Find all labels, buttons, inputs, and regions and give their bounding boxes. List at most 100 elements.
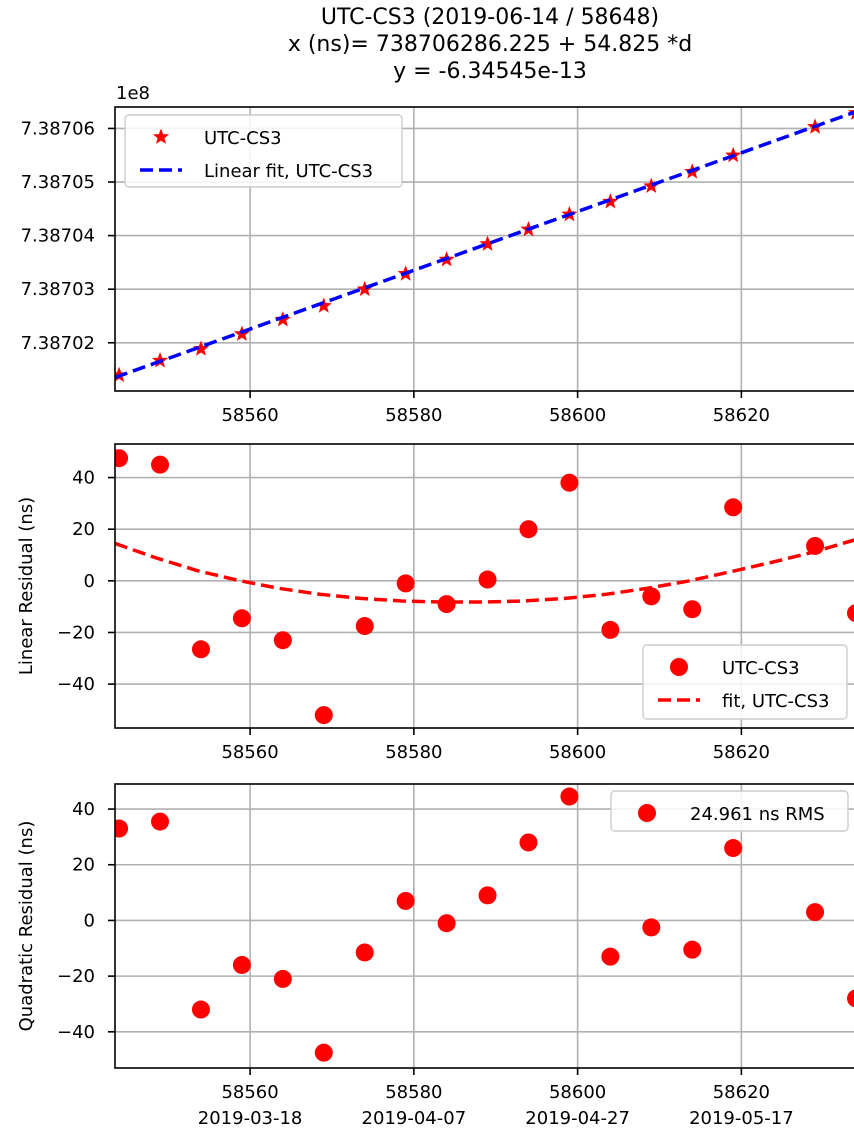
plot-area	[115, 449, 854, 725]
data-point	[314, 1043, 333, 1062]
data-point	[396, 891, 415, 910]
x-tick-label: 58600	[549, 405, 606, 426]
chart-panel-linear-residual: 58560 58580 58600 58620 −40 −20 0 20 40 Linear Re…	[16, 443, 854, 763]
y-tick-label: 7.38703	[21, 279, 95, 300]
y-tick-label: 7.38704	[21, 226, 95, 247]
y-axis-title: Linear Residual (ns)	[16, 497, 37, 675]
x-tick-label: 58580	[385, 405, 442, 426]
y-tick-label: 40	[72, 799, 95, 820]
data-point	[560, 787, 579, 806]
y-tick-label: 7.38705	[21, 172, 95, 193]
x-tick-label: 58600	[549, 1082, 606, 1103]
y-tick-label: 0	[84, 571, 95, 592]
y-tick-label: −40	[57, 1022, 95, 1043]
axes-frame	[114, 783, 854, 1069]
x-tick-label: 58560	[221, 405, 278, 426]
legend-box	[642, 644, 848, 720]
fit-line	[115, 110, 854, 380]
legend-key-circle	[670, 658, 688, 676]
y-tick-label: 7.38702	[21, 333, 95, 354]
legend-label: 24.961 ns RMS	[690, 804, 825, 825]
y-axis-title: Quadratic Residual (ns)	[16, 821, 37, 1032]
x-tick-label: 58580	[385, 1082, 442, 1103]
data-point	[273, 631, 292, 650]
data-point	[355, 943, 374, 962]
x-tick-label: 58580	[385, 742, 442, 763]
x-date-tick-label: 2019-03-18	[198, 1108, 303, 1129]
legend-label: UTC-CS3	[204, 128, 282, 149]
x-tick-label: 58620	[713, 405, 770, 426]
data-point	[314, 706, 333, 725]
figure-title: UTC-CS3 (2019-06-14 / 58648) x (ns)= 738…	[0, 4, 854, 85]
data-point	[519, 833, 538, 852]
legend-box	[124, 114, 403, 188]
x-tick-label: 58560	[221, 742, 278, 763]
data-point	[642, 587, 661, 606]
axes-frame	[114, 106, 854, 392]
data-point	[396, 574, 415, 593]
data-point	[847, 989, 854, 1008]
x-tick-label: 58620	[713, 742, 770, 763]
data-point-star	[643, 177, 660, 193]
legend-key-star	[152, 128, 170, 144]
data-point-star	[479, 235, 496, 251]
legend-label: Linear fit, UTC-CS3	[204, 161, 373, 182]
y-tick-label: 40	[72, 468, 95, 489]
x-tick-label: 58600	[549, 742, 606, 763]
plot-area	[115, 787, 854, 1062]
y-tick-label: −40	[57, 674, 95, 695]
data-point	[642, 918, 661, 937]
legend-key-circle	[638, 804, 656, 822]
data-point	[724, 839, 743, 858]
x-date-tick-label: 2019-04-27	[525, 1108, 630, 1129]
x-tick-label: 58560	[221, 1082, 278, 1103]
chart-panel-position: 58560 58580 58600 58620 7.38702 7.38703 7.3870…	[21, 106, 854, 426]
y-tick-label: 0	[84, 910, 95, 931]
y-tick-label: −20	[57, 966, 95, 987]
y-tick-label: −20	[57, 622, 95, 643]
data-point	[806, 903, 825, 922]
data-point	[683, 940, 702, 959]
legend: 24.961 ns RMS	[610, 790, 849, 832]
y-tick-label: 20	[72, 519, 95, 540]
data-point	[806, 536, 825, 555]
data-point	[560, 473, 579, 492]
data-point-star	[315, 297, 332, 313]
x-date-tick-label: 2019-05-17	[689, 1108, 794, 1129]
y-tick-label: 20	[72, 855, 95, 876]
y-tick-label: 7.38706	[21, 118, 95, 139]
data-point	[437, 914, 456, 933]
x-date-tick-label: 2019-04-07	[362, 1108, 467, 1129]
data-point	[151, 812, 170, 831]
data-point	[273, 969, 292, 988]
data-point	[115, 819, 129, 838]
fit-line	[115, 538, 854, 604]
data-point	[191, 640, 210, 659]
data-point	[115, 449, 129, 468]
x-tick-label: 58620	[713, 1082, 770, 1103]
data-point	[519, 520, 538, 539]
data-point	[847, 604, 854, 622]
legend-label: fit, UTC-CS3	[722, 691, 829, 712]
title-line-1: UTC-CS3 (2019-06-14 / 58648)	[320, 5, 660, 30]
legend-box	[610, 790, 849, 832]
plot-area	[115, 109, 854, 383]
data-point	[478, 886, 497, 905]
data-point	[683, 600, 702, 619]
data-point	[232, 609, 251, 628]
data-point	[191, 1000, 210, 1019]
axes-frame	[114, 443, 854, 729]
data-point	[724, 498, 743, 517]
title-line-3: y = -6.34545e-13	[393, 59, 587, 84]
data-point	[478, 570, 497, 589]
legend: UTC-CS3 fit, UTC-CS3	[642, 644, 848, 720]
data-point	[437, 595, 456, 614]
data-point	[355, 617, 374, 636]
data-point	[601, 947, 620, 966]
data-point	[601, 620, 620, 639]
offset-label-panel-1: 1e8	[116, 83, 150, 104]
data-point-star	[356, 280, 373, 297]
title-line-2: x (ns)= 738706286.225 + 54.825 *d	[287, 32, 693, 57]
legend-label: UTC-CS3	[722, 658, 800, 679]
